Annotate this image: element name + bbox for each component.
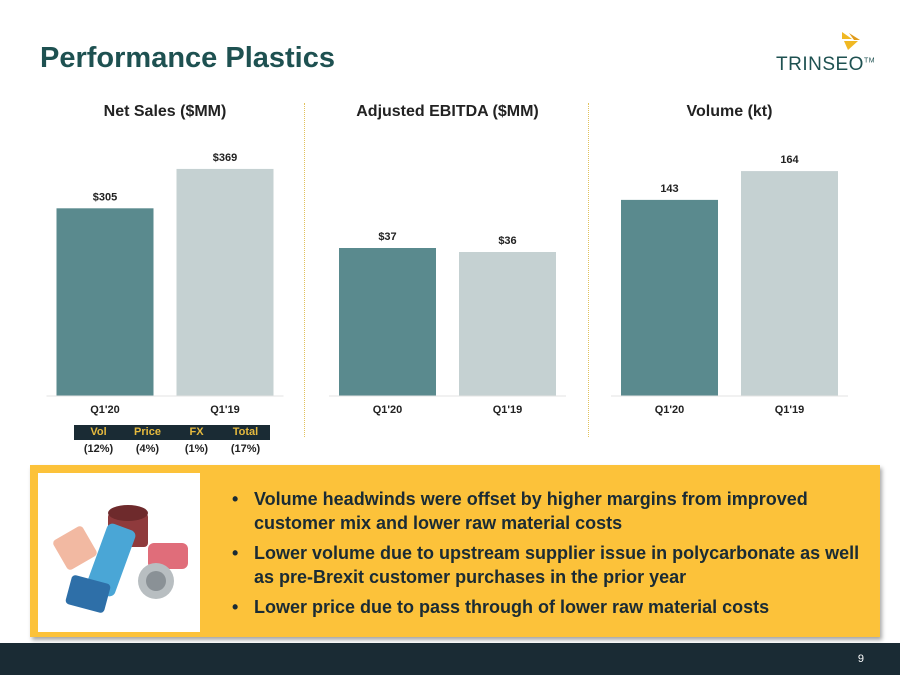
key-points-callout: Volume headwinds were offset by higher m…: [30, 465, 880, 637]
inhaler-photo: [38, 473, 200, 632]
bar-q120: [339, 248, 436, 396]
fx-header: FX: [189, 426, 204, 438]
category-label: Q1'19: [210, 404, 240, 416]
category-label: Q1'20: [655, 404, 685, 416]
bar-q119: [741, 171, 838, 396]
volume-chart: 143 Q1'20 164 Q1'19: [611, 154, 848, 416]
category-label: Q1'20: [90, 404, 120, 416]
bar-q120: [621, 199, 718, 396]
bullet-point: Lower volume due to upstream supplier is…: [226, 541, 876, 589]
key-points-list: Volume headwinds were offset by higher m…: [226, 487, 876, 625]
vol-value: (12%): [83, 443, 114, 455]
logo-chevron-icon: [842, 32, 860, 50]
sales-bridge-header: Vol Price FX Total: [74, 425, 270, 440]
data-label: $37: [378, 231, 396, 243]
fx-value: (1%): [184, 443, 209, 455]
category-label: Q1'19: [775, 404, 805, 416]
category-label: Q1'20: [373, 404, 403, 416]
chart-divider: [304, 103, 305, 437]
bar-q119: [176, 168, 274, 396]
data-label: 164: [780, 154, 799, 166]
footer-bar: 9: [0, 643, 900, 675]
chart-divider: [588, 103, 589, 437]
total-header: Total: [232, 426, 259, 438]
price-header: Price: [134, 426, 161, 438]
sales-bridge-values: (12%) (4%) (1%) (17%): [74, 440, 270, 458]
data-label: $36: [498, 235, 516, 247]
net-sales-title: Net Sales ($MM): [103, 103, 227, 120]
data-label: 143: [660, 183, 678, 195]
category-label: Q1'19: [493, 404, 523, 416]
vol-header: Vol: [90, 426, 107, 438]
net-sales-chart: $305 Q1'20 $369 Q1'19: [46, 152, 284, 416]
bar-q119: [459, 252, 556, 396]
data-label: $305: [93, 191, 117, 203]
page-title: Performance Plastics: [40, 42, 335, 74]
data-label: $369: [213, 152, 237, 164]
bar-q120: [56, 208, 154, 396]
logo-text: TRINSEOTM: [776, 54, 876, 75]
page-number: 9: [857, 653, 864, 665]
bullet-point: Lower price due to pass through of lower…: [226, 595, 876, 619]
sales-bridge-table: Vol Price FX Total (12%) (4%) (1%) (17%): [74, 425, 270, 458]
bullet-point: Volume headwinds were offset by higher m…: [226, 487, 876, 535]
total-value: (17%): [230, 443, 261, 455]
volume-title: Volume (kt): [686, 103, 773, 120]
ebitda-chart: $37 Q1'20 $36 Q1'19: [329, 231, 566, 416]
trinseo-logo: TRINSEOTM: [776, 30, 876, 76]
ebitda-title: Adjusted EBITDA ($MM): [356, 103, 539, 120]
price-value: (4%): [135, 443, 160, 455]
